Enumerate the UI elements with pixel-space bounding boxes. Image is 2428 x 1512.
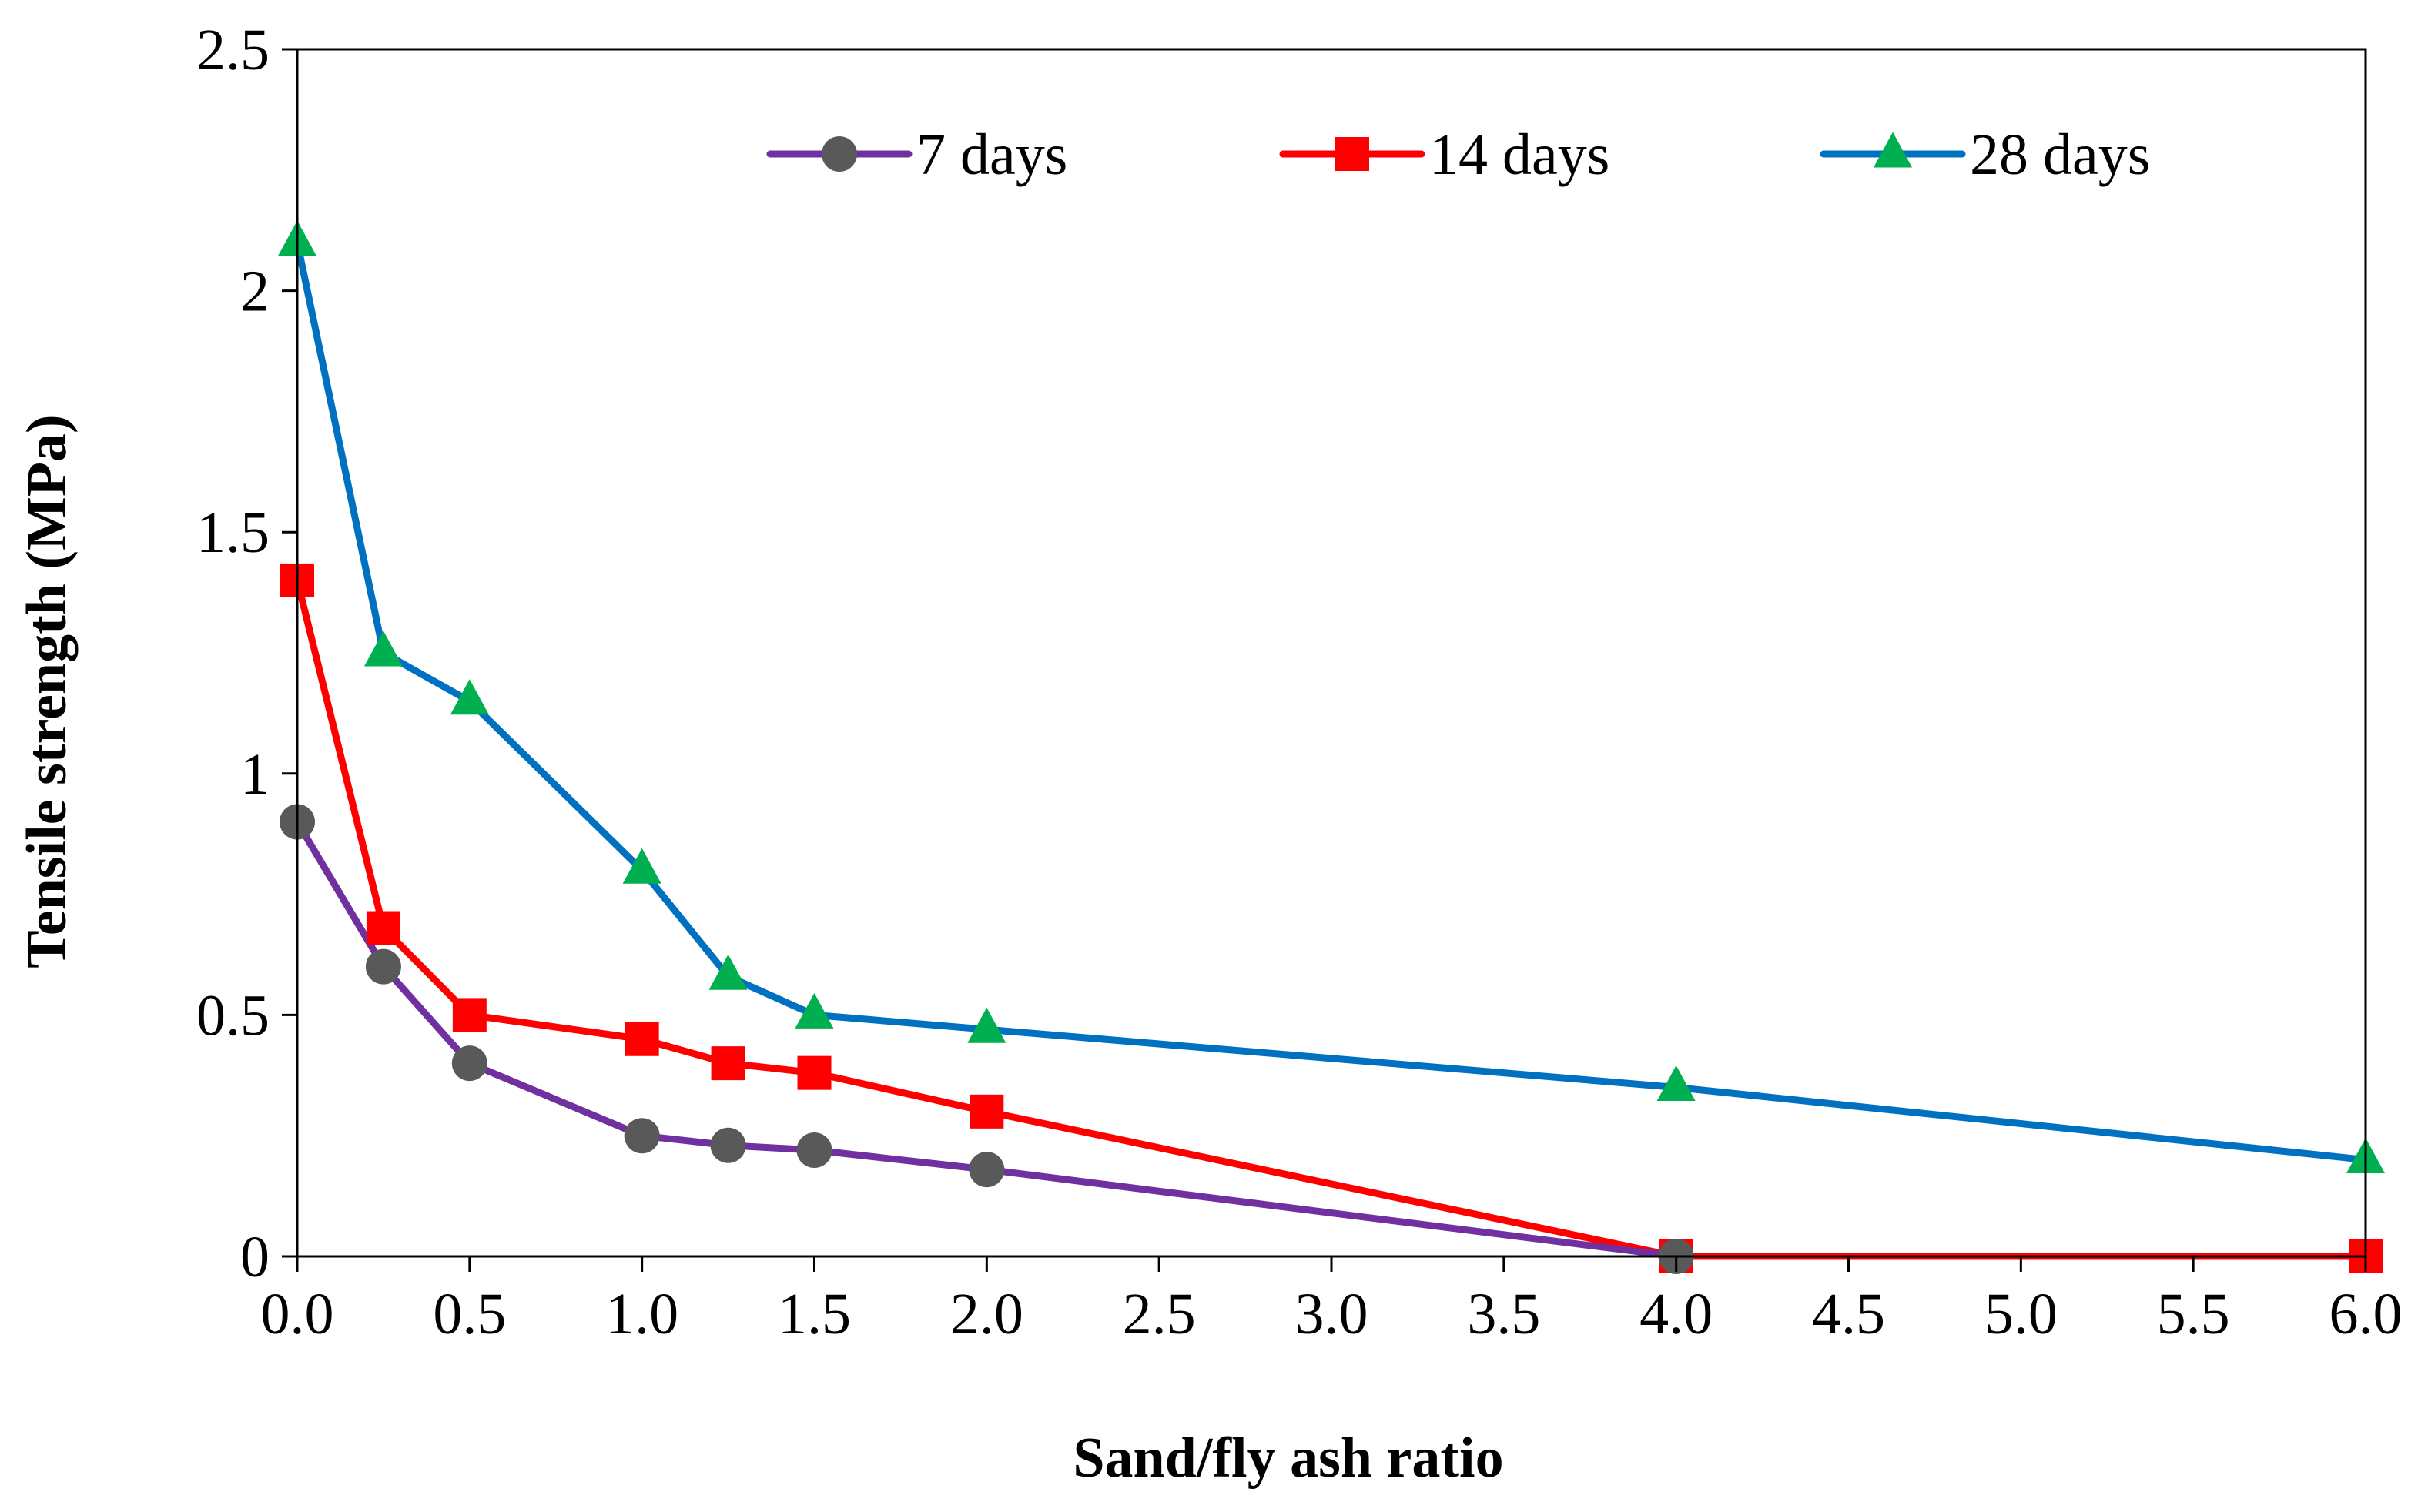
y-tick-label: 2 (240, 259, 270, 324)
plot-frame (296, 48, 2367, 1258)
data-point-7-days (624, 1118, 660, 1154)
legend-marker-7-days (822, 136, 857, 172)
y-tick-label: 0 (240, 1225, 270, 1290)
data-point-14-days (452, 998, 487, 1032)
data-point-28-days (1656, 1065, 1696, 1101)
series-line-28-days (293, 239, 2369, 1164)
x-tick-label: 0.0 (261, 1282, 334, 1346)
data-point-14-days (625, 1022, 659, 1056)
legend-label-14-days: 14 days (1429, 122, 1609, 187)
x-tick-label: 2.5 (1123, 1282, 1196, 1346)
x-tick-label: 5.5 (2157, 1282, 2230, 1346)
data-point-28-days (795, 992, 834, 1029)
data-point-28-days (622, 848, 661, 884)
legend-marker-28-days (1874, 132, 1912, 168)
y-axis-title: Tensile strength (MPa) (15, 414, 79, 968)
series-line-14-days (293, 577, 2369, 1260)
data-point-28-days (363, 631, 403, 667)
x-tick-label: 5.0 (1984, 1282, 2058, 1346)
data-point-7-days (365, 948, 401, 985)
data-point-7-days (710, 1127, 746, 1163)
y-tick-label: 1 (240, 742, 270, 807)
data-point-7-days (969, 1152, 1005, 1188)
x-tick-label: 1.0 (605, 1282, 678, 1346)
x-tick-label: 4.5 (1812, 1282, 1885, 1346)
axes: 0 0.5 1 1.5 2 2.5 0.0 0.5 1.0 1.5 2.0 2.5 3.0 3.5 4.0 4… (196, 18, 2403, 1346)
series-lines (293, 239, 2369, 1260)
data-point-14-days (797, 1055, 832, 1090)
data-point-14-days (970, 1094, 1004, 1129)
series-line-7-days (293, 818, 1680, 1260)
data-point-28-days (708, 954, 748, 990)
data-point-14-days (711, 1046, 745, 1081)
y-tick-label: 1.5 (196, 500, 270, 565)
x-tick-label: 3.5 (1467, 1282, 1540, 1346)
data-point-28-days (450, 679, 489, 715)
x-axis-title: Sand/fly ash ratio (1073, 1427, 1503, 1490)
legend-label-28-days: 28 days (1970, 122, 2150, 187)
legend: 7 days 14 days 28 days (766, 122, 2150, 187)
y-tick-label: 0.5 (196, 983, 270, 1048)
data-point-7-days (451, 1045, 487, 1082)
x-tick-label: 1.5 (778, 1282, 851, 1346)
data-point-14-days (366, 911, 400, 945)
y-tick-label: 2.5 (196, 18, 270, 82)
legend-label-7-days: 7 days (916, 122, 1067, 187)
x-tick-label: 2.0 (950, 1282, 1023, 1346)
legend-marker-14-days (1335, 137, 1369, 171)
x-tick-label: 0.5 (433, 1282, 506, 1346)
x-tick-label: 4.0 (1639, 1282, 1713, 1346)
data-point-7-days (796, 1132, 832, 1169)
x-tick-label: 3.0 (1295, 1282, 1368, 1346)
data-point-28-days (967, 1007, 1006, 1043)
x-tick-label: 6.0 (2329, 1282, 2403, 1346)
